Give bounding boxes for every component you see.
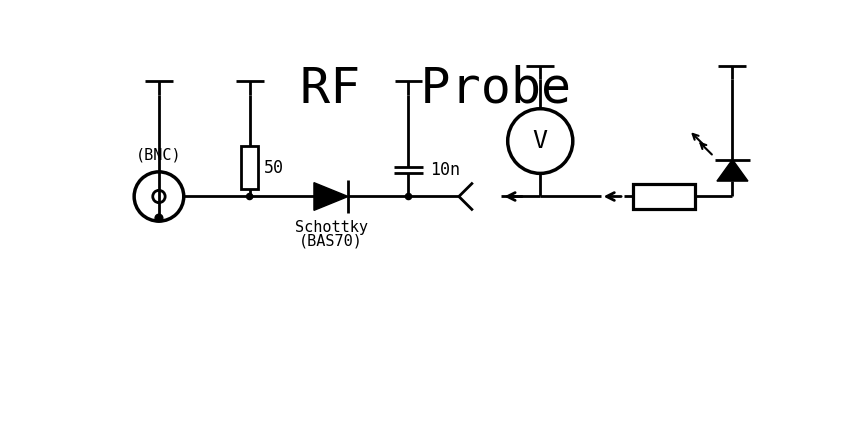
Text: Schottky: Schottky: [294, 220, 367, 235]
Text: 50: 50: [264, 159, 284, 177]
Text: (BAS70): (BAS70): [299, 234, 363, 249]
Polygon shape: [314, 182, 348, 210]
Bar: [633, 184, 695, 209]
Text: V: V: [533, 129, 547, 153]
Circle shape: [405, 194, 411, 200]
Polygon shape: [717, 159, 748, 181]
Circle shape: [246, 194, 252, 200]
Bar: [241, 147, 258, 189]
Circle shape: [155, 214, 163, 222]
Text: (BNC): (BNC): [136, 147, 182, 163]
Text: RF  Probe: RF Probe: [300, 64, 571, 112]
Text: 10n: 10n: [430, 161, 460, 179]
